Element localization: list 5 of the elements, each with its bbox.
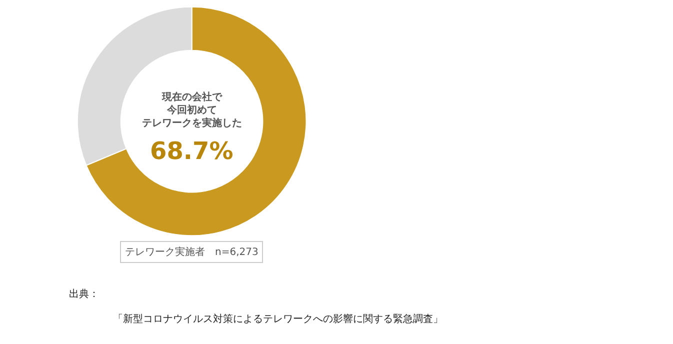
data-label: 68.7% [150, 137, 234, 165]
slice-label: 現在の会社で今回初めてテレワークを実施した [142, 91, 242, 129]
text: 「新型コロナウイルス対策によるテレワークへの影響に関する緊急調査」 [113, 313, 443, 325]
source-note: 出典： [69, 288, 99, 300]
text: テレワーク実施者 n=6,273 [125, 246, 258, 258]
